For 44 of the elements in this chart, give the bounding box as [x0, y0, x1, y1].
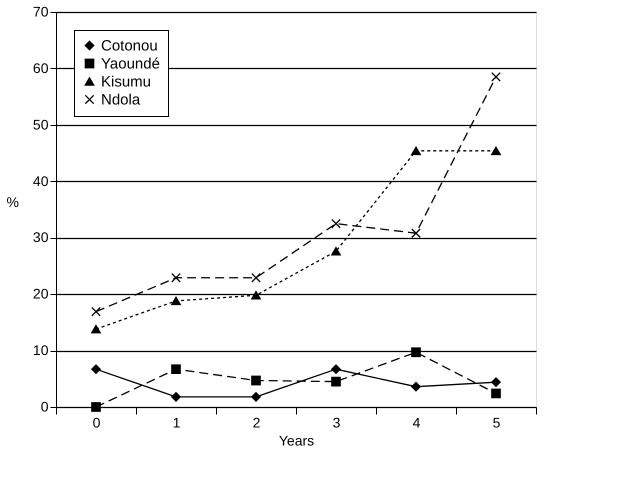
- point: [251, 291, 261, 300]
- x-tick-label: 3: [332, 414, 341, 430]
- legend-label: Ndola: [101, 92, 141, 108]
- legend-label: Yaoundé: [101, 56, 160, 72]
- point: [491, 377, 501, 388]
- point: [491, 146, 501, 156]
- y-axis-title: %: [6, 194, 19, 210]
- y-tick-label: 0: [40, 398, 49, 414]
- x-axis-title: Years: [278, 432, 314, 448]
- x-tick-label: 1: [172, 414, 181, 430]
- point: [91, 402, 101, 412]
- x-tick-label: 2: [252, 414, 261, 430]
- y-tick-label: 40: [32, 172, 49, 189]
- y-tick-label: 60: [32, 60, 49, 76]
- y-tick-label: 50: [32, 116, 49, 132]
- y-tick-label: 10: [32, 342, 49, 358]
- point: [411, 382, 421, 392]
- point: [171, 364, 181, 374]
- point: [251, 376, 261, 386]
- point: [171, 272, 181, 283]
- point: [251, 272, 261, 283]
- x-tick-label: 0: [92, 414, 101, 430]
- point: [331, 376, 341, 386]
- point: [491, 72, 501, 82]
- point: [331, 364, 341, 374]
- point: [251, 392, 261, 402]
- legend-label: Kisumu: [101, 74, 152, 90]
- x-tick-label: 5: [492, 414, 501, 430]
- y-tick-label: 70: [32, 4, 49, 20]
- point: [91, 364, 101, 374]
- point: [171, 392, 181, 402]
- y-tick-label: 20: [32, 286, 49, 302]
- point: [171, 296, 181, 306]
- x-tick-label: 4: [412, 414, 421, 430]
- point: [411, 146, 421, 156]
- point: [491, 388, 501, 398]
- point: [331, 246, 341, 256]
- point: [91, 306, 101, 316]
- point: [411, 228, 421, 238]
- legend-label: Cotonou: [101, 38, 158, 54]
- y-tick-label: 30: [32, 229, 49, 246]
- point: [331, 218, 341, 228]
- point: [411, 347, 421, 358]
- point: [91, 324, 101, 334]
